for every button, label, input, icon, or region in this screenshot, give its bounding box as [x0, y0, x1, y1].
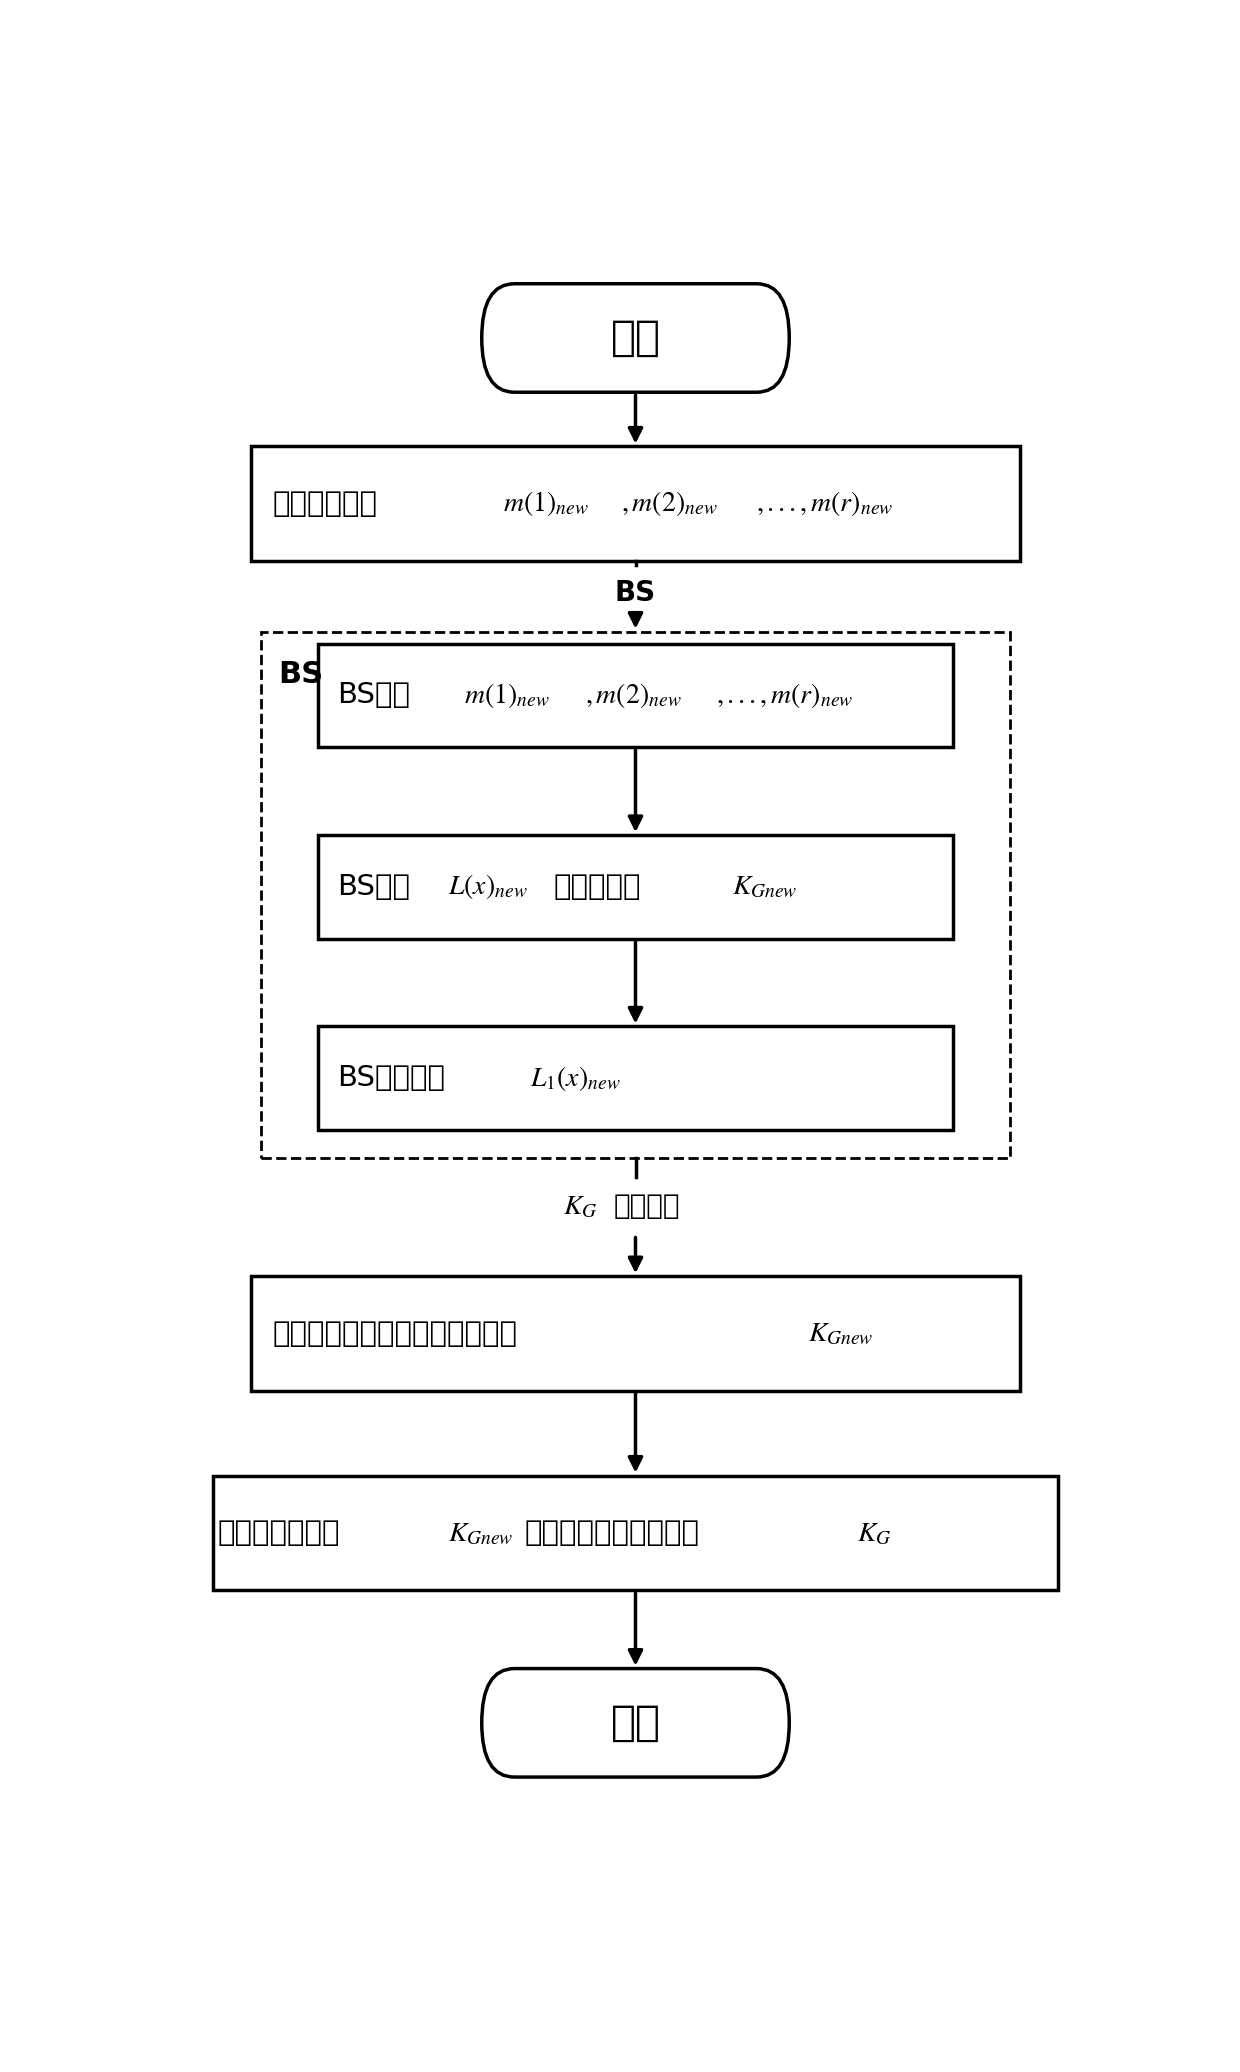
Bar: [319, 644, 952, 748]
Text: 加密返回: 加密返回: [614, 1191, 680, 1220]
Text: $L(x)_{new}$: $L(x)_{new}$: [448, 872, 528, 901]
Text: $K_{Gnew}$: $K_{Gnew}$: [808, 1320, 874, 1347]
Text: BS: BS: [278, 661, 324, 690]
Text: $m(1)_{new}$: $m(1)_{new}$: [503, 489, 589, 518]
Text: $,...,m(r)_{new}$: $,...,m(r)_{new}$: [717, 682, 853, 711]
Text: 发送密钥信息: 发送密钥信息: [273, 489, 377, 518]
FancyBboxPatch shape: [481, 1668, 789, 1778]
Bar: [319, 835, 952, 939]
Bar: [260, 632, 1011, 1158]
Text: $,m(2)_{new}$: $,m(2)_{new}$: [621, 489, 718, 518]
FancyBboxPatch shape: [481, 284, 789, 392]
Text: 簇头基于密钥信息获取全局密钥: 簇头基于密钥信息获取全局密钥: [273, 1320, 517, 1347]
Text: $K_{Gnew}$: $K_{Gnew}$: [448, 1519, 513, 1548]
Text: 广播簇成员获知，删除: 广播簇成员获知，删除: [525, 1519, 701, 1548]
Bar: [250, 1276, 1021, 1390]
Text: $K_G$: $K_G$: [857, 1519, 892, 1548]
Bar: [213, 1475, 1058, 1591]
Text: BS解析: BS解析: [337, 682, 410, 709]
Text: $,m(2)_{new}$: $,m(2)_{new}$: [584, 682, 681, 711]
Text: 簇头组密钥加密: 簇头组密钥加密: [217, 1519, 340, 1548]
Text: BS合成生成: BS合成生成: [337, 1065, 445, 1092]
Text: $K_{Gnew}$: $K_{Gnew}$: [732, 872, 797, 901]
Text: $,...,m(r)_{new}$: $,...,m(r)_{new}$: [755, 489, 893, 518]
Text: 及全局密钥: 及全局密钥: [554, 872, 641, 901]
Text: 开始: 开始: [610, 317, 661, 358]
Text: 结束: 结束: [610, 1701, 661, 1745]
Bar: [319, 1026, 952, 1129]
Text: $L_1(x)_{new}$: $L_1(x)_{new}$: [529, 1063, 620, 1092]
Bar: [250, 445, 1021, 562]
Text: $K_G$: $K_G$: [563, 1191, 598, 1220]
Text: BS: BS: [615, 580, 656, 607]
Text: $m(1)_{new}$: $m(1)_{new}$: [465, 682, 551, 711]
Text: BS生成: BS生成: [337, 872, 410, 901]
